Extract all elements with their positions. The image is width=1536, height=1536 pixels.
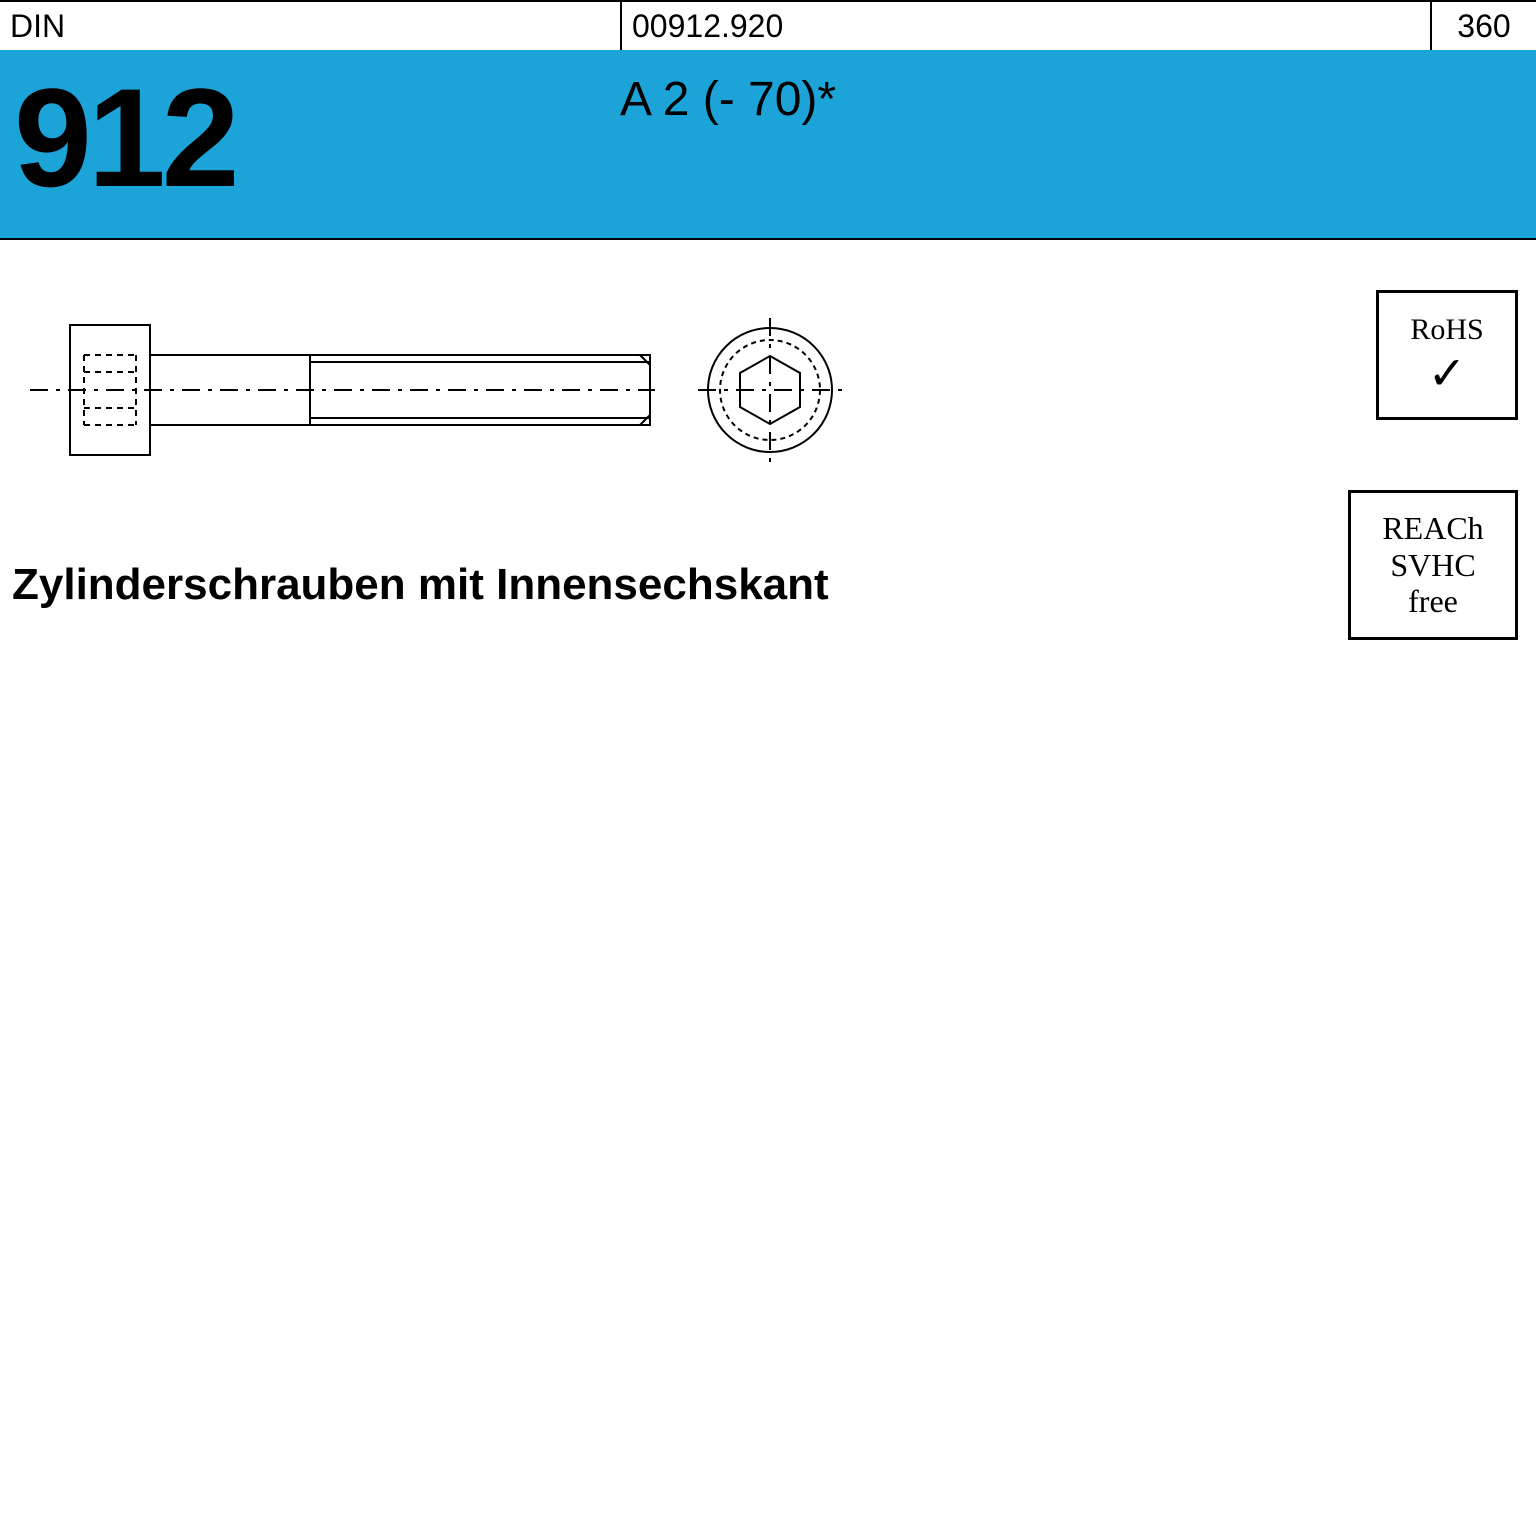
reach-line2: SVHC	[1390, 547, 1475, 584]
technical-drawing	[30, 300, 850, 480]
rohs-label: RoHS	[1410, 313, 1483, 348]
rohs-badge: RoHS ✓	[1376, 290, 1518, 420]
page-count: 360	[1457, 8, 1510, 45]
reach-badge: REACh SVHC free	[1348, 490, 1518, 640]
banner: 912 A 2 (- 70)*	[0, 50, 1536, 240]
reach-line3: free	[1408, 583, 1458, 620]
check-icon: ✓	[1428, 351, 1467, 397]
din-number: 912	[14, 68, 236, 208]
reach-line1: REACh	[1382, 510, 1483, 547]
top-row: DIN 00912.920 360	[0, 0, 1536, 50]
material-grade: A 2 (- 70)*	[620, 72, 836, 127]
code-cell: 00912.920	[620, 2, 1430, 52]
standard-label-cell: DIN	[0, 2, 620, 52]
product-code: 00912.920	[632, 8, 783, 45]
page-count-cell: 360	[1430, 2, 1536, 52]
standard-label: DIN	[10, 8, 65, 45]
page: DIN 00912.920 360 912 A 2 (- 70)*	[0, 0, 1536, 1536]
product-title: Zylinderschrauben mit Innensechskant	[12, 560, 829, 610]
